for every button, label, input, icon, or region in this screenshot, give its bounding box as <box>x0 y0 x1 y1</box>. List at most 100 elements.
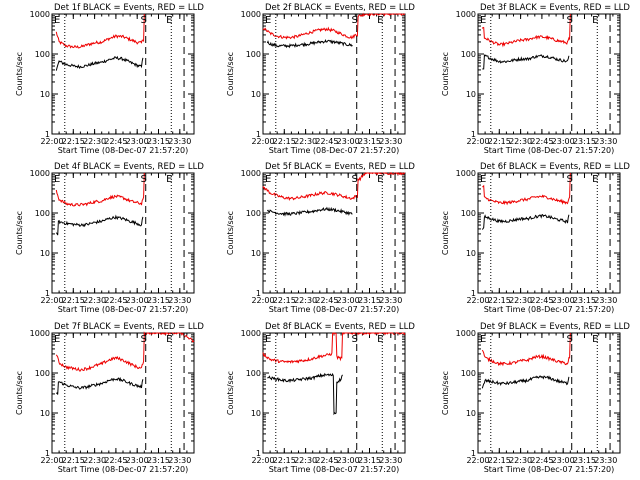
x-tick-label: 22:45 <box>315 296 338 305</box>
marker-label-e-left: E <box>480 174 486 185</box>
marker-label-e-left: E <box>54 15 60 26</box>
marker-label-s: S <box>567 15 573 26</box>
x-axis-label: Start Time (08-Dec-07 21:57:20) <box>484 146 615 155</box>
marker-label-e: E <box>592 334 598 345</box>
x-tick-label: 23:30 <box>594 137 617 146</box>
marker-label-e-left: E <box>265 15 271 26</box>
marker-label-s: S <box>352 334 358 345</box>
x-axis-label: Start Time (08-Dec-07 21:57:20) <box>58 305 189 314</box>
x-tick-label: 22:45 <box>530 137 553 146</box>
x-tick-label: 23:15 <box>358 296 381 305</box>
y-tick-label: 1 <box>45 449 50 458</box>
x-axis-label: Start Time (08-Dec-07 21:57:20) <box>484 305 615 314</box>
x-tick-label: 22:30 <box>83 296 106 305</box>
x-tick-label: 22:00 <box>466 456 489 465</box>
lld-series-line <box>262 12 406 40</box>
marker-label-e: E <box>592 15 598 26</box>
x-tick-label: 22:30 <box>294 137 317 146</box>
x-tick-label: 22:30 <box>509 137 532 146</box>
marker-label-s: S <box>352 15 358 26</box>
x-tick-label: 23:30 <box>168 296 191 305</box>
panel-det-8: Det 8f BLACK = Events, RED = LLD 1 10 100 10… <box>226 322 415 474</box>
x-tick-label: 22:30 <box>294 456 317 465</box>
marker-label-e-left: E <box>480 15 486 26</box>
marker-label-s: S <box>141 15 147 26</box>
y-tick-label: 1000 <box>456 329 476 338</box>
marker-label-e: E <box>377 174 383 185</box>
panel-title: Det 6f BLACK = Events, RED = LLD <box>480 162 630 172</box>
y-tick-label: 100 <box>461 369 476 378</box>
y-tick-label: 100 <box>461 50 476 59</box>
x-axis-label: Start Time (08-Dec-07 21:57:20) <box>269 305 400 314</box>
x-tick-label: 22:00 <box>40 456 63 465</box>
x-axis-label: Start Time (08-Dec-07 21:57:20) <box>269 465 400 474</box>
panel-title: Det 4f BLACK = Events, RED = LLD <box>54 162 204 172</box>
marker-label-e-left: E <box>54 174 60 185</box>
y-tick-label: 1 <box>471 130 476 139</box>
x-tick-label: 22:15 <box>273 456 296 465</box>
y-axis-label: Counts/sec <box>441 211 450 255</box>
x-tick-label: 23:00 <box>337 296 360 305</box>
y-tick-label: 10 <box>40 409 50 418</box>
y-axis-label: Counts/sec <box>441 52 450 96</box>
x-tick-label: 23:15 <box>358 137 381 146</box>
x-tick-label: 22:45 <box>530 456 553 465</box>
plot-frame <box>477 172 621 294</box>
x-tick-label: 22:00 <box>466 137 489 146</box>
y-tick-label: 1 <box>471 289 476 298</box>
y-tick-label: 10 <box>251 409 261 418</box>
x-tick-label: 23:30 <box>379 296 402 305</box>
y-axis-label: Counts/sec <box>15 371 24 415</box>
x-tick-label: 22:45 <box>104 296 127 305</box>
x-tick-label: 22:30 <box>509 296 532 305</box>
marker-label-e-left: E <box>265 174 271 185</box>
y-tick-label: 100 <box>246 209 261 218</box>
y-tick-label: 10 <box>466 90 476 99</box>
y-tick-label: 1000 <box>241 10 261 19</box>
x-tick-label: 22:00 <box>40 137 63 146</box>
y-tick-label: 1 <box>471 449 476 458</box>
x-tick-label: 22:15 <box>488 137 511 146</box>
y-tick-label: 1000 <box>30 169 50 178</box>
y-axis-label: Counts/sec <box>226 52 235 96</box>
events-series-line <box>55 214 144 236</box>
x-tick-label: 22:30 <box>509 456 532 465</box>
events-series-line <box>481 375 570 389</box>
x-tick-label: 23:15 <box>147 296 170 305</box>
y-axis-label: Counts/sec <box>15 211 24 255</box>
x-axis-label: Start Time (08-Dec-07 21:57:20) <box>484 465 615 474</box>
x-tick-label: 23:15 <box>573 296 596 305</box>
x-tick-label: 23:30 <box>168 456 191 465</box>
x-tick-label: 22:30 <box>294 296 317 305</box>
plot-frame <box>477 332 621 454</box>
x-tick-label: 22:00 <box>466 296 489 305</box>
x-tick-label: 22:15 <box>488 456 511 465</box>
x-tick-label: 23:30 <box>168 137 191 146</box>
x-tick-label: 22:15 <box>273 296 296 305</box>
panel-det-1: Det 1f BLACK = Events, RED = LLD 1 10 100 10… <box>15 3 204 155</box>
lld-series-line <box>262 332 406 364</box>
marker-label-s: S <box>141 174 147 185</box>
lld-series-line <box>55 172 145 207</box>
events-series-line <box>482 54 570 70</box>
x-tick-label: 23:00 <box>126 456 149 465</box>
x-tick-label: 22:45 <box>530 296 553 305</box>
lld-series-line <box>481 332 571 367</box>
y-axis-label: Counts/sec <box>441 371 450 415</box>
panel-det-7: Det 7f BLACK = Events, RED = LLD 1 10 100 10… <box>15 322 204 474</box>
y-tick-label: 1 <box>256 289 261 298</box>
x-tick-label: 22:00 <box>251 137 274 146</box>
panel-title: Det 5f BLACK = Events, RED = LLD <box>265 162 415 172</box>
plot-frame <box>51 172 195 294</box>
y-tick-label: 10 <box>466 409 476 418</box>
lld-series-line <box>482 172 571 206</box>
x-tick-label: 23:00 <box>552 296 575 305</box>
lld-series-line <box>55 331 195 372</box>
marker-label-e: E <box>166 174 172 185</box>
x-tick-label: 23:15 <box>573 137 596 146</box>
y-tick-label: 100 <box>461 209 476 218</box>
marker-label-e: E <box>377 15 383 26</box>
panel-title: Det 2f BLACK = Events, RED = LLD <box>265 3 415 13</box>
panel-det-2: Det 2f BLACK = Events, RED = LLD 1 10 100 10… <box>226 3 415 155</box>
